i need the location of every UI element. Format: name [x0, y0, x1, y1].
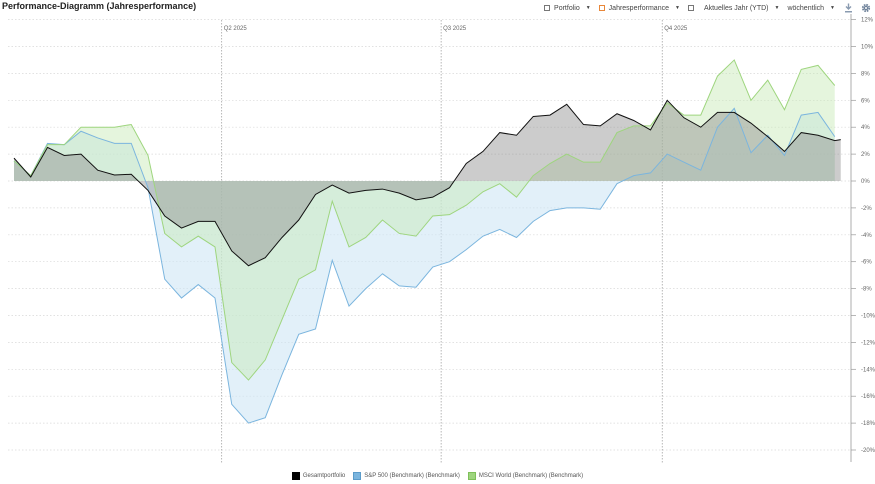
- period-dropdown[interactable]: Aktuelles Jahr (YTD) ▼: [687, 4, 780, 12]
- performance-type-label: Jahresperformance: [608, 4, 669, 12]
- page-title: Performance-Diagramm (Jahresperformance): [2, 1, 197, 11]
- square-outline-icon: [598, 5, 605, 11]
- chart-legend: Gesamtportfolio S&P 500 (Benchmark) (Ben…: [0, 472, 875, 480]
- calendar-icon: [687, 5, 694, 11]
- y-tick-label: 6%: [861, 98, 870, 104]
- quarter-label: Q2 2025: [224, 26, 248, 32]
- legend-label: MSCI World (Benchmark) (Benchmark): [478, 473, 584, 479]
- legend-swatch: [291, 472, 300, 480]
- y-tick-label: -2%: [861, 206, 872, 212]
- msci-line: [13, 59, 836, 381]
- interval-dropdown-label: wöchentlich: [787, 4, 825, 12]
- msci-area: [14, 59, 835, 381]
- caret-down-icon: ▼: [830, 5, 835, 11]
- quarter-label: Q3 2025: [443, 26, 467, 32]
- legend-item-msci-world[interactable]: MSCI World (Benchmark) (Benchmark): [467, 472, 584, 480]
- y-tick-label: -14%: [861, 367, 875, 373]
- y-tick-label: -12%: [861, 340, 875, 346]
- y-tick-label: 8%: [861, 71, 870, 77]
- gear-icon: [861, 3, 871, 13]
- chart-toolbar: Portfolio ▼ Jahresperformance ▼ Aktuelle…: [536, 2, 871, 14]
- legend-label: Gesamtportfolio: [302, 473, 346, 479]
- download-button[interactable]: [843, 3, 853, 13]
- sp500-line: [13, 107, 836, 424]
- portfolio-area: [14, 100, 841, 266]
- performance-type-dropdown[interactable]: Jahresperformance ▼: [598, 4, 680, 12]
- legend-swatch: [467, 472, 476, 480]
- legend-swatch: [353, 472, 362, 480]
- caret-down-icon: ▼: [674, 5, 680, 11]
- legend-label: S&P 500 (Benchmark) (Benchmark): [364, 473, 460, 479]
- portfolio-line: [13, 99, 841, 267]
- square-outline-icon: [544, 5, 551, 11]
- y-tick-label: 4%: [861, 125, 870, 131]
- caret-down-icon: ▼: [585, 5, 591, 11]
- y-tick-label: -18%: [861, 421, 875, 427]
- y-tick-label: 10%: [861, 45, 874, 51]
- y-tick-label: -10%: [861, 314, 875, 320]
- y-tick-label: -4%: [861, 233, 872, 239]
- legend-item-gesamtportfolio[interactable]: Gesamtportfolio: [291, 472, 346, 480]
- interval-dropdown[interactable]: wöchentlich ▼: [787, 5, 835, 12]
- legend-item-sp500[interactable]: S&P 500 (Benchmark) (Benchmark): [353, 472, 460, 480]
- sp500-area: [14, 108, 835, 424]
- y-tick-label: -20%: [861, 448, 875, 454]
- y-tick-label: -16%: [861, 394, 875, 400]
- portfolio-dropdown-label: Portfolio: [554, 4, 580, 12]
- portfolio-dropdown[interactable]: Portfolio ▼: [544, 5, 591, 12]
- quarter-label: Q4 2025: [664, 26, 688, 32]
- y-tick-label: 12%: [861, 18, 874, 24]
- y-tick-label: -8%: [861, 287, 872, 293]
- y-tick-label: 0%: [861, 179, 870, 185]
- performance-chart: 12% 10% 8% 6% 4% 2% 0% -2% -4% -6% -8% -10% -12% -14%…: [8, 14, 875, 464]
- y-tick-label: 2%: [861, 152, 870, 158]
- y-tick-label: -6%: [861, 260, 872, 266]
- settings-button[interactable]: [861, 3, 871, 13]
- period-dropdown-label: Aktuelles Jahr (YTD): [703, 4, 769, 12]
- download-icon: [844, 3, 852, 13]
- caret-down-icon: ▼: [774, 5, 780, 11]
